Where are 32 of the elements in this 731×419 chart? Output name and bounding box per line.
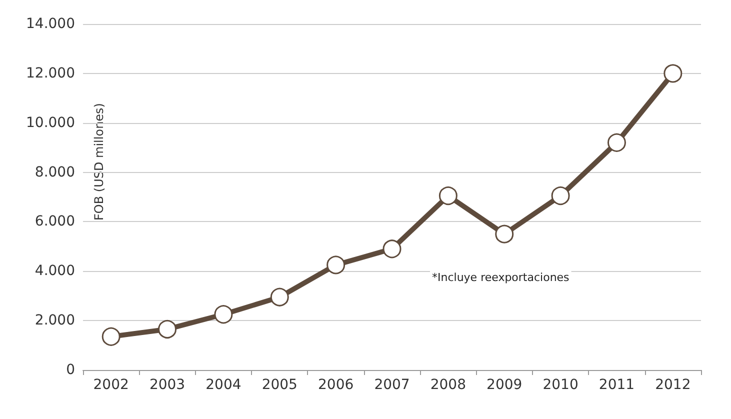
point [607,133,626,152]
x-tick-label: 2012 [655,377,691,393]
point [326,256,346,274]
x-tick-label: 2008 [430,377,466,393]
y-tick-label: 12.000 [26,65,75,82]
y-tick-label: 14.000 [26,16,75,32]
y-tick-label: 8.000 [34,164,75,180]
annotation: *Incluye reexportaciones [432,271,570,284]
point [158,320,177,338]
x-tick-label: 2005 [262,377,298,393]
x-tick-label: 2006 [318,377,354,393]
x-tick-label: 2009 [486,377,522,393]
point [551,186,570,206]
y-tick-label: 2.000 [34,312,75,329]
y-tick-label: 6.000 [34,214,75,230]
y-axis-title: FOB (USD millones) [92,103,106,220]
point [664,64,682,83]
point [102,327,120,346]
y-tick-label: 0 [66,362,75,378]
y-tick-label: 10.000 [26,114,75,131]
point [382,240,402,258]
x-tick-label: 2007 [374,377,410,393]
x-tick-label: 2010 [542,377,578,393]
x-tick-label: 2004 [206,377,242,393]
point [438,186,458,206]
x-tick-label: 2002 [93,377,129,393]
x-tick-label: 2003 [149,377,186,393]
point [270,288,289,306]
x-tick-label: 2011 [598,377,635,393]
y-tick-label: 4.000 [34,263,75,280]
point [214,305,233,324]
point [495,224,514,244]
